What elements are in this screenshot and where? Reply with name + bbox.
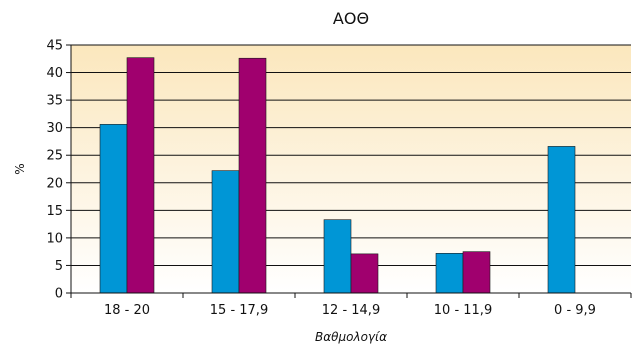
y-tick-label: 45 <box>46 39 63 54</box>
bar-series-2-4 <box>462 251 491 294</box>
x-tick-label: 0 - 9,9 <box>554 303 596 318</box>
bar-series-1-4 <box>435 253 464 294</box>
bars <box>99 57 576 294</box>
y-tick-label: 25 <box>46 149 63 164</box>
y-tick-label: 35 <box>46 94 63 109</box>
y-tick-label: 0 <box>55 287 63 302</box>
x-tick-label: 10 - 11,9 <box>434 303 492 318</box>
y-tick-label: 40 <box>46 66 63 81</box>
bar-series-2-3 <box>350 253 379 294</box>
bar-series-2-2 <box>238 57 267 294</box>
y-axis-label: % <box>13 163 27 174</box>
y-tick-label: 15 <box>46 204 63 219</box>
x-tick-label: 12 - 14,9 <box>322 303 380 318</box>
y-tick-label: 20 <box>46 176 63 191</box>
bar-series-1-1 <box>99 124 128 294</box>
x-axis-label: Βαθμολογία <box>315 330 387 344</box>
bar-series-1-2 <box>211 170 240 294</box>
bar-series-1-3 <box>323 219 352 294</box>
x-tick-label: 15 - 17,9 <box>210 303 268 318</box>
y-tick-label: 10 <box>46 231 63 246</box>
bar-series-1-5 <box>547 146 576 294</box>
axes: 0 5 10 15 20 25 30 35 40 45 18 - 20 15 - 17,9 12 - 1… <box>46 39 632 318</box>
y-tick-label: 30 <box>46 121 63 136</box>
bar-series-2-1 <box>126 57 155 294</box>
y-tick-label: 5 <box>55 259 63 274</box>
chart-title: ΑΟΘ <box>333 9 369 28</box>
x-tick-label: 18 - 20 <box>104 303 150 318</box>
